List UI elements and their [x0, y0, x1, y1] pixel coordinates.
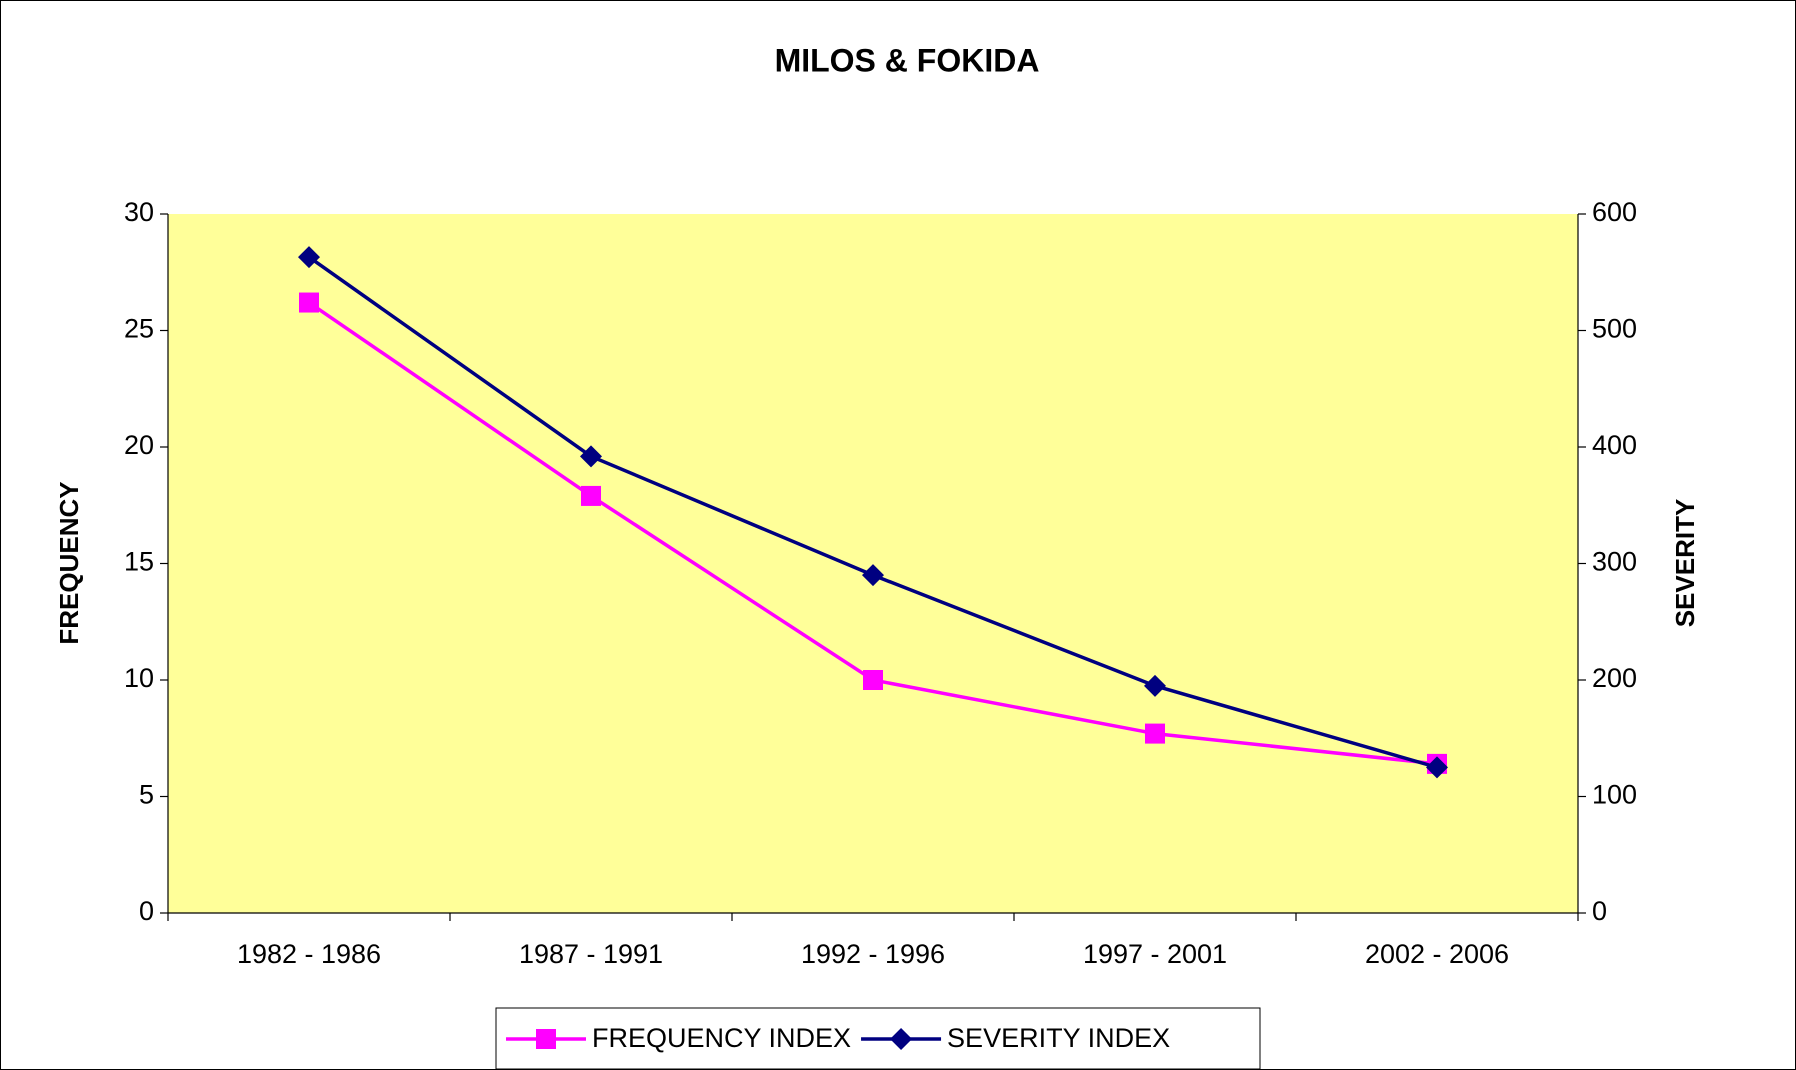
marker: [890, 1028, 913, 1050]
y-tick-label: 30: [124, 197, 154, 227]
marker: [1426, 756, 1448, 779]
y-tick-label: 10: [124, 663, 154, 693]
marker: [536, 1029, 556, 1049]
y-axis-label: FREQUENCY: [54, 481, 84, 644]
y-tick-label: 15: [124, 547, 154, 577]
marker: [862, 564, 884, 587]
y-tick-label: 20: [124, 430, 154, 460]
x-tick-label: 1982 - 1986: [237, 939, 381, 969]
y2-tick-label: 300: [1592, 547, 1637, 577]
marker: [299, 292, 319, 313]
legend-label: SEVERITY INDEX: [947, 1023, 1170, 1053]
plot-area: [168, 214, 1578, 913]
marker: [1144, 674, 1166, 697]
y-tick-label: 0: [139, 896, 154, 926]
x-tick-label: 1997 - 2001: [1083, 939, 1227, 969]
y2-tick-label: 100: [1592, 780, 1637, 810]
chart-title: MILOS & FOKIDA: [775, 42, 1040, 78]
marker: [1145, 723, 1165, 744]
x-tick-label: 1992 - 1996: [801, 939, 945, 969]
y2-tick-label: 0: [1592, 896, 1607, 926]
y-tick-label: 25: [124, 314, 154, 344]
marker: [581, 485, 601, 506]
x-tick-label: 2002 - 2006: [1365, 939, 1509, 969]
y2-tick-label: 400: [1592, 430, 1637, 460]
marker: [298, 246, 320, 269]
marker: [580, 445, 602, 468]
y2-axis-label: SEVERITY: [1670, 499, 1700, 628]
x-tick-label: 1987 - 1991: [519, 939, 663, 969]
marker: [863, 670, 883, 690]
y2-tick-label: 500: [1592, 314, 1637, 344]
y2-tick-label: 200: [1592, 663, 1637, 693]
y-tick-label: 5: [139, 780, 154, 810]
y2-tick-label: 600: [1592, 197, 1637, 227]
legend-label: FREQUENCY INDEX: [592, 1023, 851, 1053]
